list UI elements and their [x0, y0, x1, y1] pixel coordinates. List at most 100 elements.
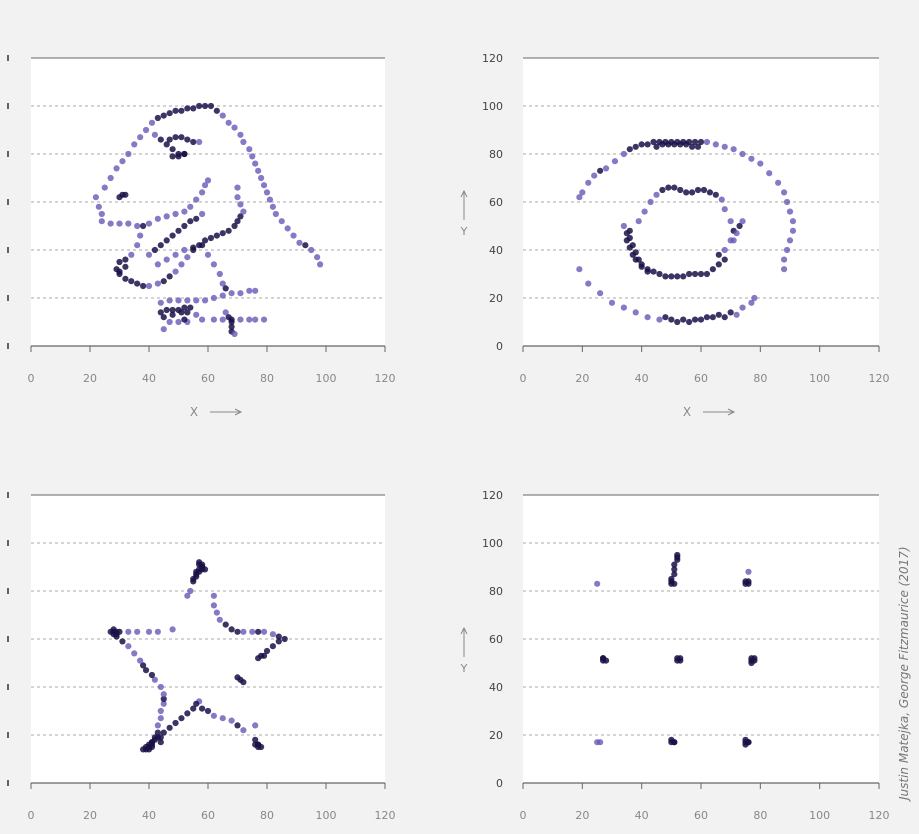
x-axis-arrowhead [234, 408, 243, 416]
data-point [154, 722, 161, 729]
data-point [142, 126, 150, 134]
data-point [783, 198, 791, 206]
data-point [255, 655, 262, 662]
data-point [317, 261, 324, 268]
y-tick-label: 20 [489, 292, 503, 305]
data-point [163, 237, 170, 244]
data-point [193, 297, 200, 304]
data-point [677, 655, 684, 662]
data-point [181, 150, 188, 158]
data-point [246, 287, 253, 294]
data-point [187, 218, 194, 225]
data-point [101, 184, 108, 191]
data-point [252, 741, 259, 748]
data-point [228, 626, 235, 633]
x-tick-label: 120 [869, 372, 890, 385]
data-point [228, 323, 235, 330]
data-point [134, 280, 141, 287]
data-point [145, 628, 153, 635]
data-point [736, 222, 743, 230]
data-point [160, 326, 167, 333]
y-tick-label: 120 [482, 489, 503, 502]
data-point [709, 266, 716, 273]
data-point [662, 273, 669, 280]
data-point [691, 270, 699, 278]
x-tick-label: 40 [142, 809, 156, 822]
data-point [184, 297, 191, 304]
data-point [204, 251, 212, 258]
data-point [137, 134, 144, 141]
data-point [148, 743, 156, 751]
data-point [131, 141, 138, 148]
data-point [193, 215, 200, 222]
y-axis-arrowhead [460, 189, 468, 198]
data-point [172, 134, 179, 141]
data-point [184, 592, 191, 599]
scatter-panel-1: 0 20 40 60 80 100 120 X [7, 55, 396, 419]
data-point [263, 647, 271, 655]
data-point [219, 316, 226, 323]
data-point [671, 571, 678, 578]
y-tick-label: 40 [489, 681, 503, 694]
data-point [181, 208, 188, 215]
data-point [620, 222, 627, 230]
data-point [219, 715, 226, 722]
data-point [196, 138, 203, 146]
data-point [718, 196, 725, 203]
data-point [715, 251, 722, 258]
data-point [632, 256, 639, 263]
data-point [142, 667, 150, 674]
data-point [697, 138, 705, 146]
data-point [260, 628, 268, 635]
y-tick-label: 40 [489, 244, 503, 257]
data-point [783, 246, 791, 254]
data-point [193, 571, 200, 578]
data-point [207, 234, 215, 242]
data-point [169, 232, 176, 239]
data-point [210, 316, 217, 323]
data-point [721, 314, 728, 321]
data-point [671, 739, 678, 746]
data-point [210, 602, 217, 609]
data-point [201, 297, 209, 304]
data-point [175, 153, 182, 160]
data-point [157, 242, 164, 249]
data-point [694, 143, 702, 150]
data-point [163, 141, 170, 148]
data-point [721, 246, 728, 254]
data-point [275, 633, 282, 640]
data-point [201, 566, 209, 573]
data-point [780, 266, 788, 273]
data-point [665, 141, 672, 148]
data-point [662, 314, 669, 321]
data-point [594, 580, 601, 587]
x-tick-label: 100 [316, 809, 337, 822]
credit-label: Justin Matejka, George Fitzmaurice (2017… [897, 546, 911, 802]
data-point [181, 246, 188, 254]
data-point [608, 299, 616, 306]
data-point [579, 189, 586, 196]
data-point [620, 304, 627, 311]
data-point [739, 150, 746, 158]
data-point [712, 141, 719, 148]
data-point [789, 227, 797, 234]
data-point [237, 213, 244, 220]
data-point [656, 316, 663, 323]
x-tick-label: 80 [260, 809, 274, 822]
data-point [739, 218, 746, 225]
y-tick-label: 100 [482, 100, 503, 113]
scatter-panel-3: 0 20 40 60 80 100 120 [7, 492, 396, 822]
data-point [739, 304, 746, 311]
x-tick-label: 20 [575, 809, 589, 822]
y-axis-label: Y [460, 225, 468, 238]
x-tick-label: 120 [375, 372, 396, 385]
data-point [98, 210, 105, 218]
data-point [140, 746, 147, 753]
data-point [671, 184, 678, 191]
data-point [697, 316, 705, 323]
data-point [190, 105, 197, 112]
data-point [148, 671, 156, 679]
data-point [190, 575, 197, 583]
data-point [789, 218, 797, 225]
data-point [620, 150, 627, 158]
